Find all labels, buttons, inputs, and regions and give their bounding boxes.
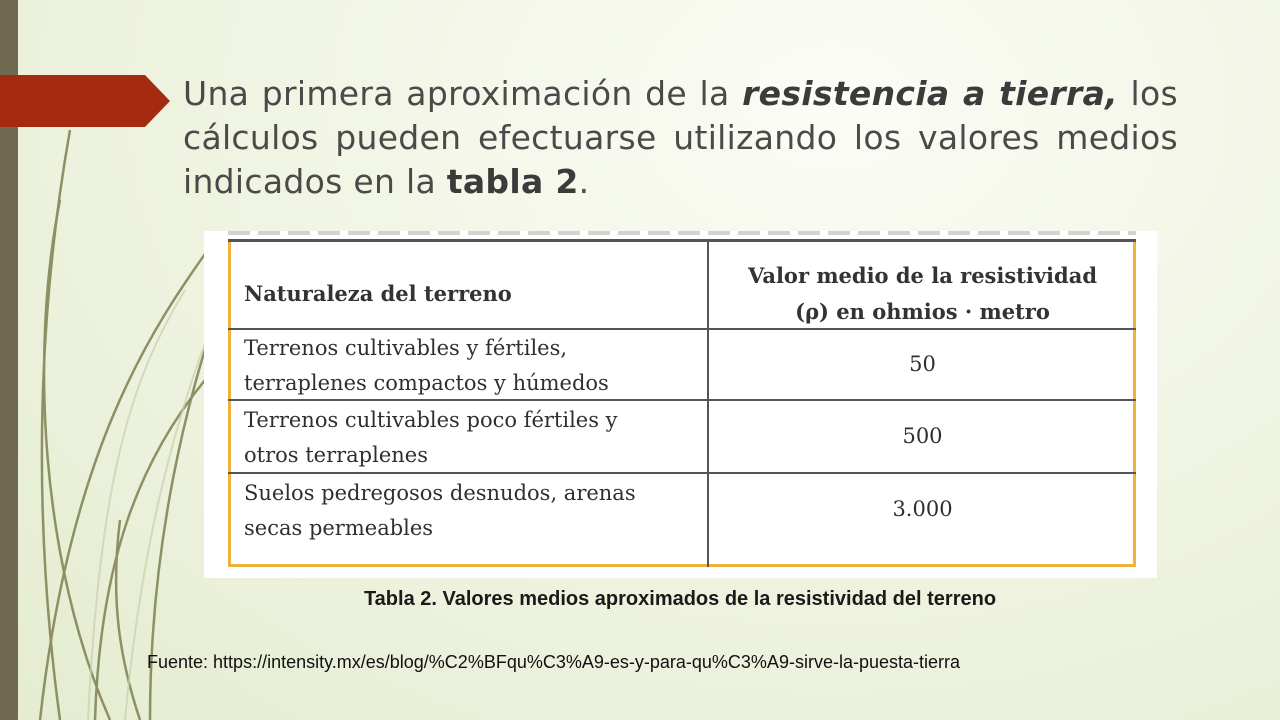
table-cell-value: 3.000 [892, 497, 953, 521]
heading-text-2: los cálculos pueden efectuarse utilizand… [183, 74, 1178, 201]
decorative-stems [38, 129, 242, 720]
table-cell-value: 500 [902, 424, 943, 448]
table-cell-terrain-line2: secas permeables [244, 516, 434, 540]
resistivity-table-image: Naturaleza del terreno Valor medio de la… [204, 231, 1157, 578]
table-cell-terrain-line2: terraplenes compactos y húmedos [244, 371, 609, 395]
table-header-bottom-line [228, 328, 1136, 330]
left-bar [0, 0, 18, 720]
heading-emphasis: resistencia a tierra, [742, 74, 1118, 113]
table-row: Suelos pedregosos desnudos, arenas secas… [244, 476, 636, 546]
source-citation: Fuente: https://intensity.mx/es/blog/%C2… [147, 652, 960, 672]
table-caption-text: Tabla 2. Valores medios aproximados de l… [363, 588, 997, 610]
table-cell-terrain-line1: Suelos pedregosos desnudos, arenas [244, 481, 636, 505]
table-header-terrain: Naturaleza del terreno [244, 281, 512, 306]
table-header-top-line [228, 239, 1136, 242]
table-border [228, 239, 1136, 567]
table-row-divider [228, 399, 1136, 401]
accent-arrow-shape [0, 75, 170, 127]
table-cell-terrain-line1: Terrenos cultivables poco fértiles y [244, 408, 618, 432]
table-header-resistivity-line1: Valor medio de la resistividad [747, 263, 1098, 288]
table-header-resistivity: Valor medio de la resistividad (ρ) en oh… [709, 258, 1136, 330]
table-row: Terrenos cultivables y fértiles, terrapl… [244, 331, 609, 401]
heading-end: . [578, 162, 590, 201]
table-cell-terrain-line2: otros terraplenes [244, 443, 428, 467]
heading-text-1: Una primera aproximación de la [183, 74, 743, 113]
table-column-divider [707, 239, 709, 567]
table-top-rule [228, 231, 1136, 235]
table-row: Terrenos cultivables poco fértiles y otr… [244, 403, 618, 473]
table-cell-value: 50 [909, 352, 936, 376]
table-caption: Tabla 2. Valores medios aproximados de l… [0, 588, 1280, 611]
table-cell-terrain-line1: Terrenos cultivables y fértiles, [244, 336, 568, 360]
table-row-divider [228, 472, 1136, 474]
table-header-resistivity-line2: (ρ) en ohmios · metro [795, 299, 1050, 324]
slide-heading: Una primera aproximación de la resistenc… [183, 72, 1178, 204]
heading-bold: tabla 2 [446, 162, 579, 201]
